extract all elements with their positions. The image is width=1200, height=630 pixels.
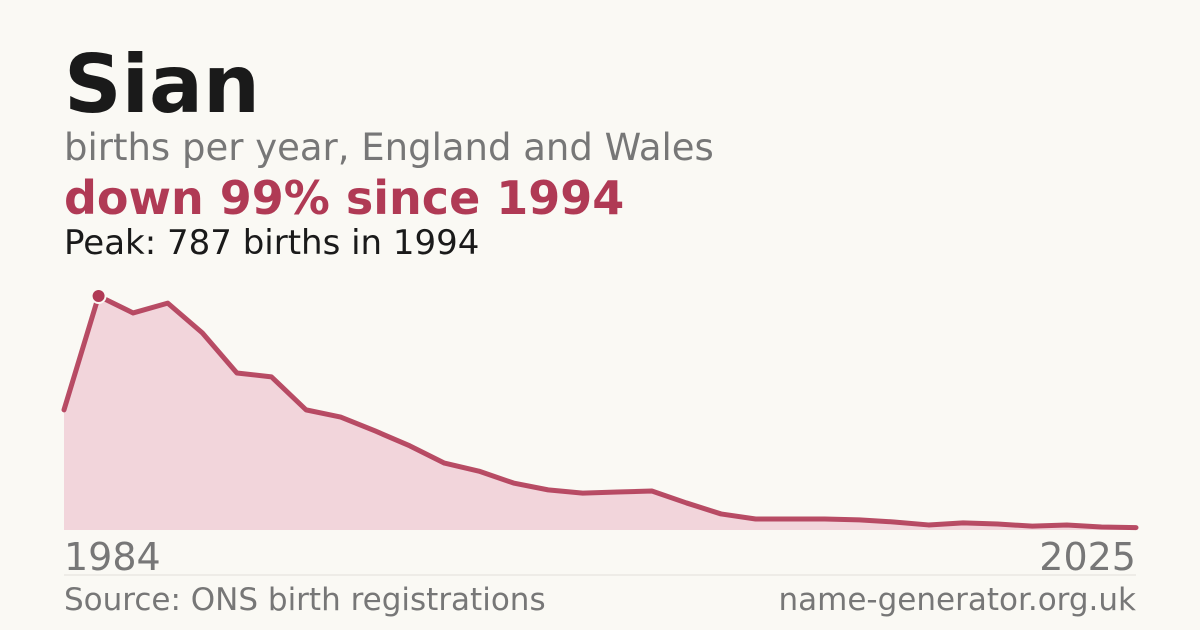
- x-end-label: 2025: [1039, 535, 1136, 579]
- site: name-generator.org.uk: [779, 582, 1137, 618]
- x-start-label: 1984: [64, 535, 161, 579]
- chart-title: Sian: [64, 38, 260, 131]
- source: Source: ONS birth registrations: [64, 582, 546, 618]
- line: [61, 293, 1139, 531]
- headline: down 99% since 1994: [64, 171, 624, 225]
- peak-note: Peak: 787 births in 1994: [64, 223, 479, 263]
- subtitle: births per year, England and Wales: [64, 126, 714, 169]
- peak-marker: [90, 288, 107, 304]
- area: [64, 296, 1136, 530]
